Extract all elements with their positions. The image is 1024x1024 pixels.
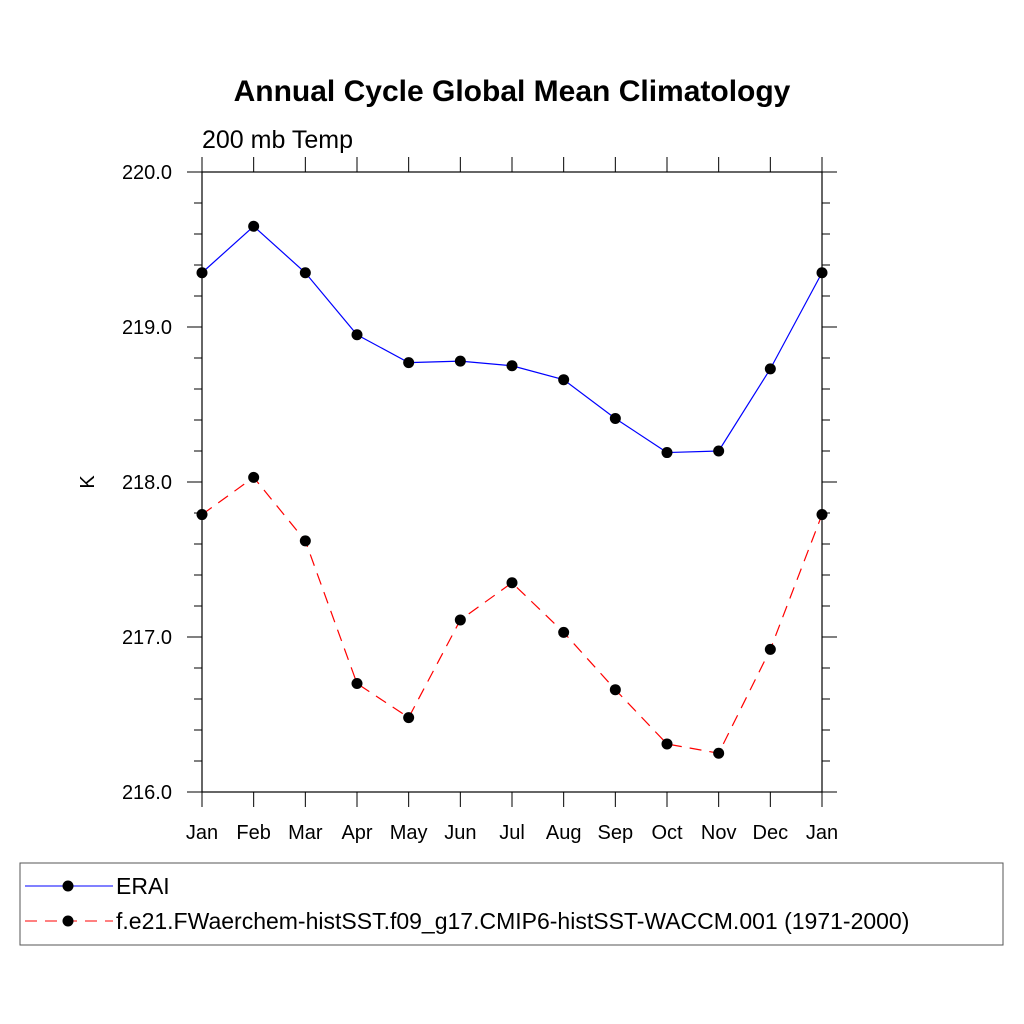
x-tick-label: Jan xyxy=(806,822,838,844)
series-0-point xyxy=(196,267,208,279)
series-1-point xyxy=(454,614,466,626)
series-0-point xyxy=(403,357,415,369)
series-0-point xyxy=(609,412,621,424)
series-0-point xyxy=(713,445,725,457)
x-tick-label: Sep xyxy=(598,822,634,844)
series-1-point xyxy=(506,577,518,589)
series-0-point xyxy=(506,360,518,372)
x-tick-label: Jan xyxy=(186,822,218,844)
series-1-point xyxy=(196,509,208,521)
chart-title: Annual Cycle Global Mean Climatology xyxy=(234,75,791,108)
series-1-point xyxy=(661,738,673,750)
series-line-0 xyxy=(201,225,823,454)
series-1-point xyxy=(351,678,363,689)
y-tick-label: 216.0 xyxy=(122,782,172,804)
series-0-point xyxy=(454,355,466,367)
x-tick-label: Jul xyxy=(499,822,525,844)
series-0-point xyxy=(351,329,363,341)
legend-model-marker xyxy=(62,915,74,927)
legend-model-label: f.e21.FWaerchem-histSST.f09_g17.CMIP6-hi… xyxy=(116,908,909,934)
chart-subtitle: 200 mb Temp xyxy=(202,126,353,154)
series-1-point xyxy=(764,643,776,655)
series-0-point xyxy=(558,374,570,386)
legend: ERAI f.e21.FWaerchem-histSST.f09_g17.CMI… xyxy=(19,862,1004,946)
x-tick-label: Apr xyxy=(341,822,372,844)
x-tick-label: Jun xyxy=(444,822,476,844)
y-tick-label: 220.0 xyxy=(122,162,172,184)
series-1-point xyxy=(713,747,725,759)
x-tick-label: Nov xyxy=(701,822,737,844)
series-0-point xyxy=(764,363,776,375)
ticks-layer xyxy=(187,157,837,807)
series-0-point xyxy=(299,267,311,279)
x-tick-label: Aug xyxy=(546,822,582,844)
series-1-point xyxy=(609,684,621,696)
x-tick-label: May xyxy=(390,822,428,844)
y-tick-label: 219.0 xyxy=(122,317,172,339)
series-0-point xyxy=(816,267,828,279)
series-1-point xyxy=(403,712,415,724)
series-1-point xyxy=(248,471,260,483)
x-tick-label: Dec xyxy=(753,822,789,844)
y-axis-label: K xyxy=(77,475,99,489)
series-1-point xyxy=(558,626,570,638)
x-tick-label: Mar xyxy=(288,822,323,844)
y-tick-label: 217.0 xyxy=(122,627,172,649)
x-tick-labels: Jan Feb Mar Apr May Jun Jul Aug Sep Oct Nov Dec Jan xyxy=(186,822,838,844)
series-line-1 xyxy=(201,476,823,754)
legend-erai-label: ERAI xyxy=(116,873,170,899)
x-tick-label: Oct xyxy=(651,822,683,844)
series-layer xyxy=(196,220,828,759)
y-tick-labels: 216.0 217.0 218.0 219.0 220.0 xyxy=(122,162,172,804)
series-1-point xyxy=(816,509,828,521)
legend-box xyxy=(19,862,1004,946)
legend-erai-marker xyxy=(62,880,74,892)
series-0-point xyxy=(661,447,673,459)
series-1-point xyxy=(299,535,311,547)
series-0-point xyxy=(248,220,260,232)
x-tick-label: Feb xyxy=(236,822,270,844)
plot-area-frame xyxy=(201,171,823,793)
y-tick-label: 218.0 xyxy=(122,472,172,494)
